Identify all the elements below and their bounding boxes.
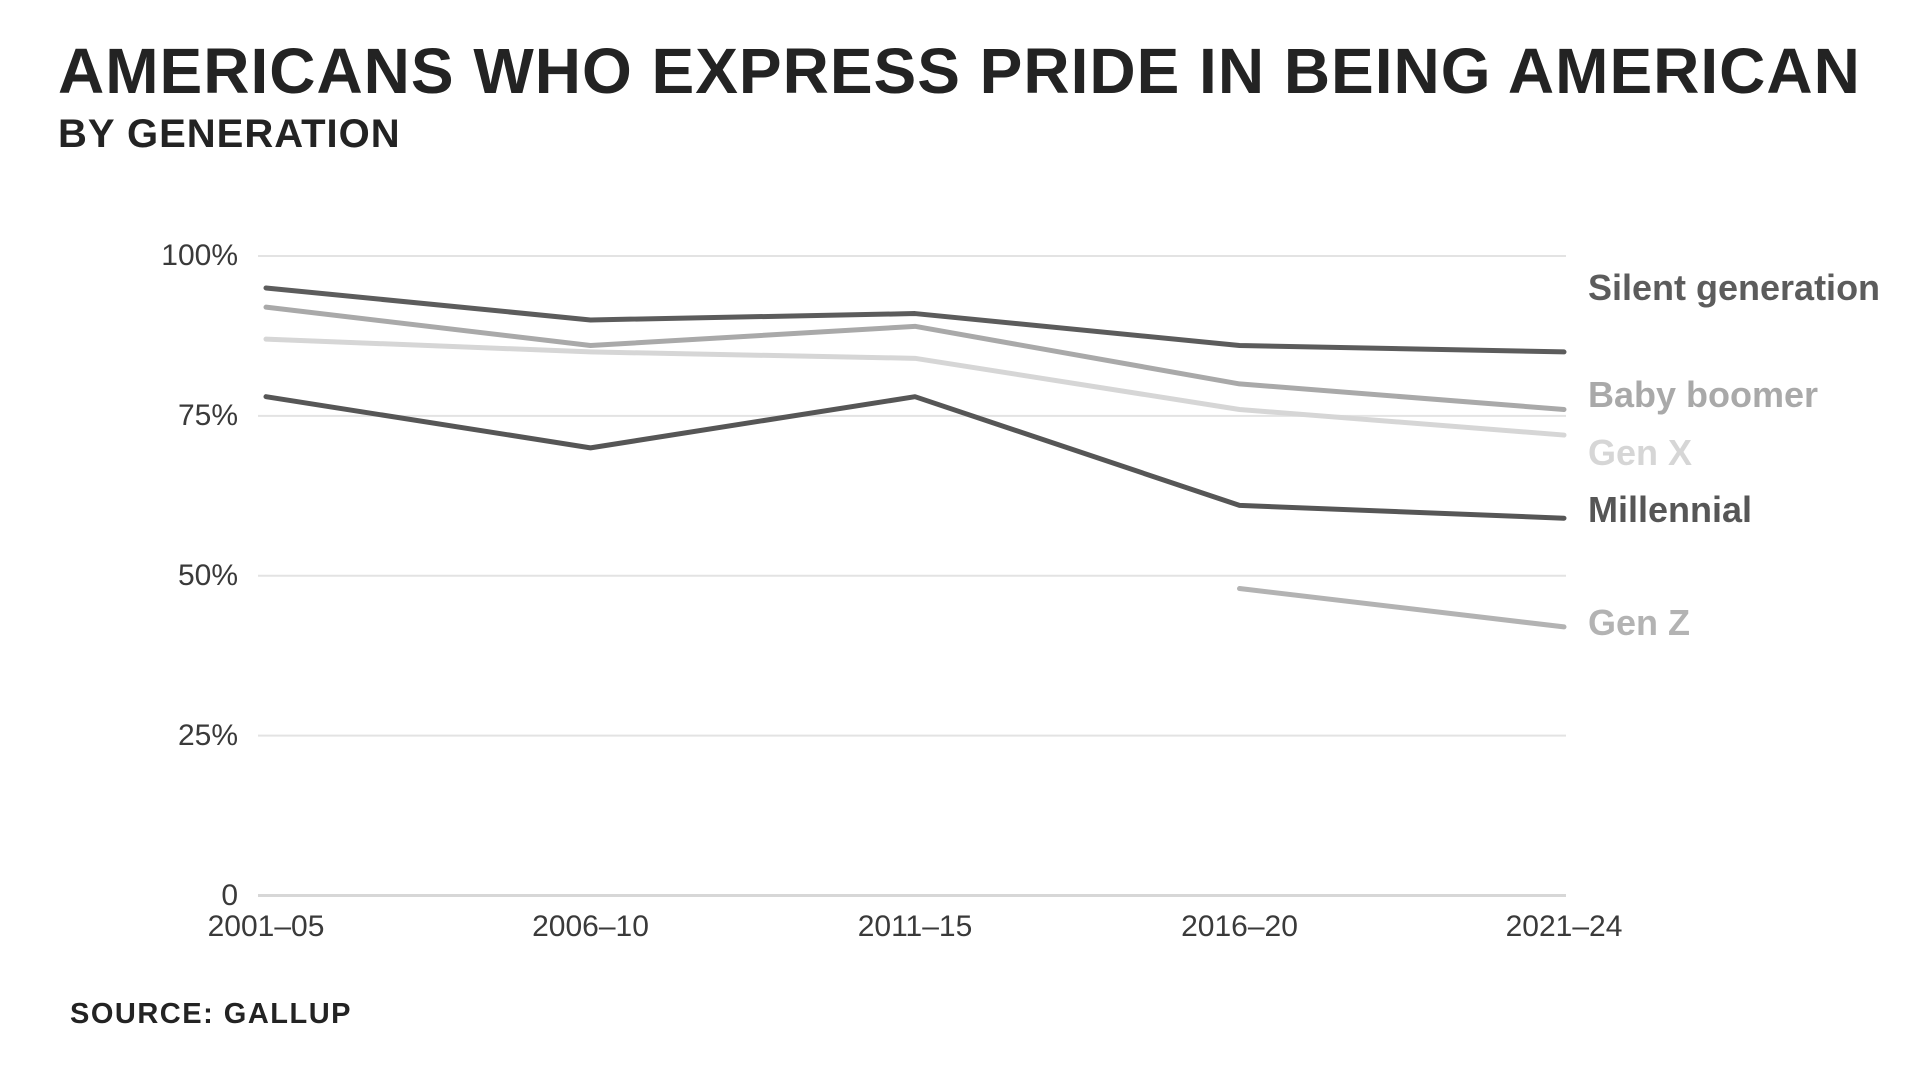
legend-label-millennial: Millennial	[1588, 489, 1753, 530]
y-tick-50: 50%	[177, 558, 238, 592]
x-tick-2006–10: 2006–10	[532, 910, 649, 943]
series-line-gen-z	[1237, 586, 1567, 630]
y-tick-25: 25%	[177, 718, 238, 752]
source-note: SOURCE: GALLUP	[70, 998, 352, 1030]
legend-label-baby-boomer: Baby boomer	[1588, 374, 1819, 415]
legend-label-gen-z: Gen Z	[1588, 602, 1691, 643]
series-line-gen-x	[263, 336, 1567, 438]
y-tick-0: 0	[221, 878, 238, 912]
x-tick-2001–05: 2001–05	[207, 910, 325, 943]
x-tick-2021–24: 2021–24	[1505, 910, 1623, 943]
series-line-silent-generation	[263, 285, 1567, 355]
chart-subtitle: BY GENERATION	[58, 112, 401, 156]
y-tick-100: 100%	[161, 239, 238, 272]
legend-label-silent-generation: Silent generation	[1588, 267, 1881, 308]
x-tick-2016–20: 2016–20	[1181, 910, 1298, 943]
legend-label-gen-x: Gen X	[1588, 432, 1693, 473]
series-line-baby-boomer	[263, 304, 1567, 412]
x-tick-2011–15: 2011–15	[857, 910, 973, 943]
series-line-millennial	[263, 394, 1567, 521]
y-tick-75: 75%	[177, 398, 238, 432]
chart-title: AMERICANS WHO EXPRESS PRIDE IN BEING AME…	[58, 35, 1861, 107]
plot-area	[258, 255, 1567, 897]
